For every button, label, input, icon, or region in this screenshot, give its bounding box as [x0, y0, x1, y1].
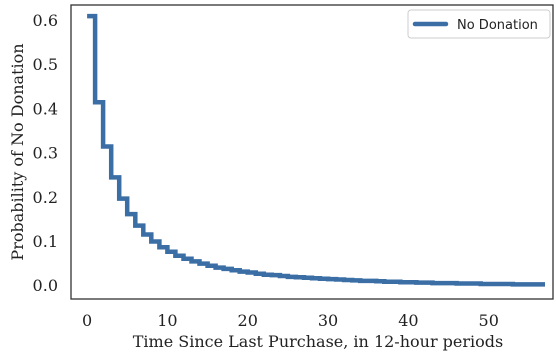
y-tick-label: 0.0	[33, 276, 58, 295]
x-tick-label: 30	[318, 311, 338, 330]
x-tick-label: 20	[238, 311, 258, 330]
legend: No Donation	[407, 9, 551, 39]
series-line-no-donation	[87, 13, 545, 287]
y-tick-label: 0.5	[33, 55, 58, 74]
y-tick-label: 0.1	[33, 232, 58, 251]
y-tick-label: 0.3	[33, 144, 58, 163]
x-tick-label: 0	[82, 311, 92, 330]
legend-box	[407, 9, 551, 39]
y-tick-label: 0.2	[33, 188, 58, 207]
ticks-layer: 0 10 20 30 40 50 0.0 0.1 0.2 0.3 0.4 0.5 0.6	[33, 11, 499, 330]
x-axis-label: Time Since Last Purchase, in 12-hour per…	[133, 332, 504, 351]
plot-frame	[70, 4, 554, 300]
series-layer	[87, 13, 545, 287]
y-tick-label: 0.6	[33, 11, 58, 30]
y-tick-label: 0.4	[33, 99, 58, 118]
x-tick-label: 40	[398, 311, 418, 330]
y-axis-label: Probability of No Donation	[8, 43, 27, 260]
x-tick-label: 50	[479, 311, 499, 330]
legend-label-no-donation: No Donation	[457, 18, 538, 33]
x-tick-label: 10	[157, 311, 177, 330]
